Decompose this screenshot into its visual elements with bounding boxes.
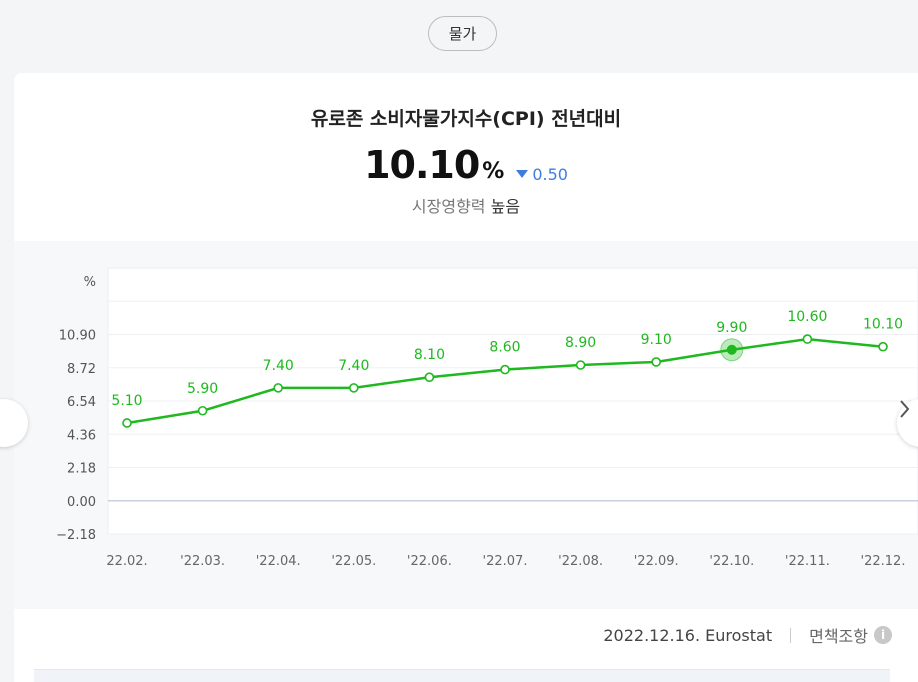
indicator-unit: %: [482, 159, 505, 184]
y-axis-unit-label: %: [84, 275, 96, 290]
data-label: 8.60: [489, 340, 520, 356]
data-point: [802, 334, 813, 344]
data-label: 8.90: [565, 335, 596, 351]
x-tick-label: '22.12.: [861, 554, 906, 569]
y-tick-label: 0.00: [67, 495, 96, 510]
next-button[interactable]: [897, 399, 918, 447]
y-tick-label: 10.90: [59, 329, 96, 344]
x-tick-label: '22.08.: [558, 554, 603, 569]
x-tick-label: 22.02.: [106, 554, 147, 569]
data-label: 7.40: [338, 358, 369, 374]
line-chart: % 10.90 8.72 6.54 4.36 2.18 0.00 −2.18 22.02. '22…: [56, 267, 918, 569]
info-icon[interactable]: i: [874, 626, 892, 644]
impact-label: 시장영향력: [411, 197, 486, 216]
data-point: [197, 405, 208, 416]
data-point: [878, 341, 888, 352]
disclaimer-link[interactable]: 면책조항: [809, 627, 868, 646]
indicator-value: 10.10: [364, 143, 480, 187]
data-label: 8.10: [414, 347, 445, 363]
change-value: 0.50: [532, 164, 568, 184]
data-point: [348, 383, 359, 393]
data-label: 9.90: [716, 320, 747, 336]
chart-area: % 10.90 8.72 6.54 4.36 2.18 0.00 −2.18 22.02. '22…: [14, 241, 918, 609]
data-point: [122, 418, 132, 428]
x-tick-label: '22.11.: [785, 554, 830, 569]
indicator-value-row: 10.10 % 0.50: [14, 143, 918, 187]
x-tick-label: '22.05.: [331, 554, 376, 569]
indicator-title: 유로존 소비자물가지수(CPI) 전년대비: [310, 108, 622, 130]
data-point: [651, 357, 662, 367]
y-tick-label: 4.36: [67, 428, 96, 443]
data-point: [273, 383, 284, 393]
x-tick-label: '22.10.: [709, 554, 754, 569]
data-point: [726, 344, 737, 355]
y-tick-label: 2.18: [67, 462, 96, 477]
data-label: 7.40: [263, 358, 294, 374]
chevron-right-icon: [900, 400, 910, 418]
footer-divider: [790, 627, 792, 643]
y-tick-label: −2.18: [56, 528, 96, 543]
data-point: [424, 372, 435, 383]
data-label: 5.10: [111, 393, 142, 409]
change-indicator: 0.50: [516, 165, 568, 184]
x-tick-label: '22.07.: [483, 554, 528, 569]
market-impact: 시장영향력 높음: [14, 193, 918, 217]
indicator-card: 유로존 소비자물가지수(CPI) 전년대비 10.10 % 0.50 시장영향력…: [14, 73, 918, 682]
down-triangle-icon: [516, 170, 529, 178]
data-point: [500, 364, 510, 375]
source-text: 2022.12.16. Eurostat: [603, 625, 773, 645]
data-label: 5.90: [187, 381, 218, 397]
impact-value: 높음: [490, 197, 521, 216]
data-label: 9.10: [641, 332, 672, 348]
x-tick-label: '22.03.: [180, 554, 225, 569]
data-point: [575, 360, 586, 370]
y-tick-label: 8.72: [67, 362, 96, 377]
x-tick-label: '22.06.: [407, 554, 452, 569]
y-tick-label: 6.54: [67, 395, 96, 410]
data-label: 10.60: [787, 309, 827, 325]
x-tick-label: '22.04.: [256, 554, 301, 569]
x-tick-label: '22.09.: [634, 554, 679, 569]
bottom-panel: [34, 669, 890, 682]
chart-footer: 2022.12.16. Eurostat 면책조항 i: [603, 623, 892, 647]
data-label: 10.10: [863, 317, 903, 333]
category-chip[interactable]: 물가: [428, 16, 497, 51]
